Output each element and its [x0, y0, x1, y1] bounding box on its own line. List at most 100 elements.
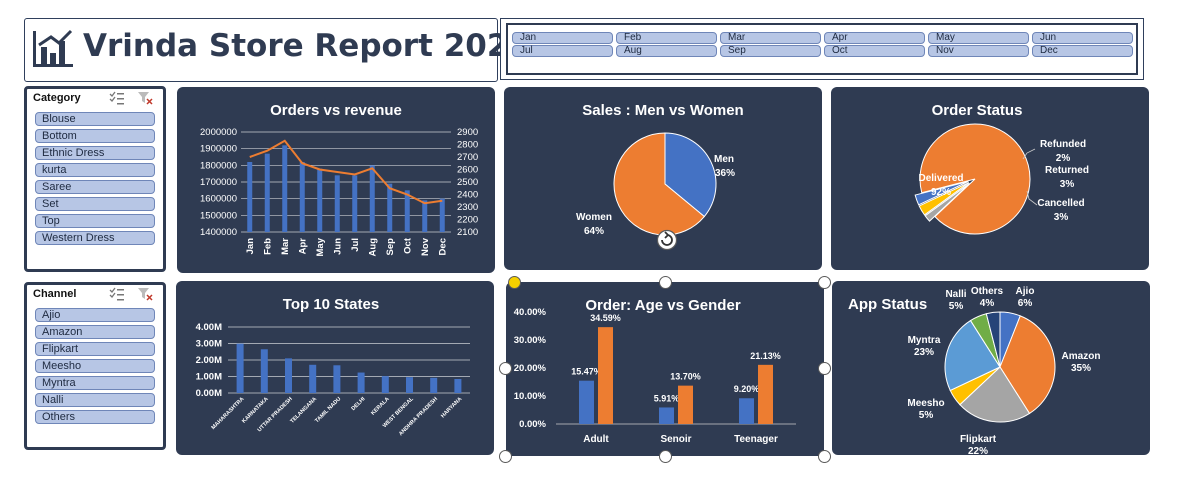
- rotate-handle[interactable]: [508, 276, 521, 289]
- month-button-aug[interactable]: Aug: [616, 45, 717, 57]
- month-button-jul[interactable]: Jul: [512, 45, 613, 57]
- x-tick-label: Apr: [297, 238, 308, 255]
- y-tick-label: 1900000: [200, 144, 237, 155]
- y-tick-label: 0.00M: [196, 388, 222, 399]
- resize-handle-top-right[interactable]: [818, 276, 831, 289]
- resize-handle-bottom[interactable]: [659, 450, 672, 463]
- data-label: 4%: [980, 298, 995, 309]
- category-item[interactable]: Western Dress: [35, 231, 155, 245]
- bar-orders: [247, 162, 253, 232]
- clear-filter-icon[interactable]: [137, 91, 153, 105]
- data-label: 2%: [1056, 153, 1071, 164]
- bar-series-a: [739, 398, 754, 424]
- legend-label: Refunded: [1040, 139, 1086, 150]
- y-tick-label: 40.00%: [514, 307, 547, 318]
- data-label: 34.59%: [590, 313, 621, 323]
- resize-handle-left[interactable]: [499, 362, 512, 375]
- category-item[interactable]: kurta: [35, 163, 155, 177]
- top-states-panel: Top 10 States 4.00M 3.00M 2.00M 1.00M 0.00M MA…: [176, 281, 494, 455]
- month-button-oct[interactable]: Oct: [824, 45, 925, 57]
- data-label: 92%: [931, 187, 951, 198]
- age-gender-chart: Order: Age vs Gender 40.00% 30.00% 20.00% 10…: [514, 297, 796, 445]
- bar-series-a: [659, 407, 674, 424]
- channel-item[interactable]: Ajio: [35, 308, 155, 322]
- y2-tick-label: 2700: [457, 152, 478, 163]
- legend-label: Women: [576, 212, 612, 223]
- page-title: Vrinda Store Report 2022: [83, 28, 530, 64]
- data-label: 23%: [914, 347, 934, 358]
- resize-handle-bottom-left[interactable]: [499, 450, 512, 463]
- bar-state: [309, 364, 317, 393]
- y2-tick-label: 2200: [457, 215, 478, 226]
- category-slicer: Category Blouse Bottom Ethnic Dress kurta Sa…: [24, 86, 166, 272]
- x-tick-label: Nov: [420, 237, 431, 256]
- y-tick-label: 2.00M: [196, 355, 222, 366]
- chart-logo-icon: [33, 29, 73, 67]
- data-label: 5%: [919, 410, 934, 421]
- data-label: 5.91%: [654, 393, 680, 403]
- bar-orders: [422, 200, 428, 232]
- resize-handle-right[interactable]: [818, 362, 831, 375]
- bar-orders: [387, 183, 393, 232]
- legend-label: Ajio: [1016, 286, 1035, 297]
- category-item[interactable]: Set: [35, 197, 155, 211]
- x-tick-label: KERALA: [370, 396, 390, 416]
- channel-item[interactable]: Nalli: [35, 393, 155, 407]
- category-item[interactable]: Bottom: [35, 129, 155, 143]
- chart-title: Order: Age vs Gender: [585, 297, 740, 314]
- month-button-dec[interactable]: Dec: [1032, 45, 1133, 57]
- y2-tick-label: 2500: [457, 177, 478, 188]
- resize-handle-top[interactable]: [659, 276, 672, 289]
- channel-item[interactable]: Amazon: [35, 325, 155, 339]
- resize-handle-bottom-right[interactable]: [818, 450, 831, 463]
- channel-slicer-title: Channel: [33, 288, 77, 300]
- channel-item[interactable]: Meesho: [35, 359, 155, 373]
- pie-slice-delivered: [919, 123, 1031, 235]
- legend-label: Amazon: [1062, 351, 1101, 362]
- bar-state: [236, 343, 244, 393]
- month-slicer: Jan Feb Mar Apr May Jun Jul Aug Sep Oct Nov Dec: [500, 18, 1144, 80]
- bar-state: [454, 378, 462, 393]
- channel-item[interactable]: Others: [35, 410, 155, 424]
- clear-filter-icon[interactable]: [137, 287, 153, 301]
- pie-slice-others: [985, 311, 1001, 368]
- x-tick-label: Feb: [262, 238, 273, 255]
- month-button-feb[interactable]: Feb: [616, 32, 717, 44]
- month-button-mar[interactable]: Mar: [720, 32, 821, 44]
- y-tick-label: 1800000: [200, 160, 237, 171]
- category-item[interactable]: Saree: [35, 180, 155, 194]
- multi-select-icon[interactable]: [109, 91, 125, 105]
- x-tick-label: Jan: [245, 238, 256, 255]
- month-slicer-grid: Jan Feb Mar Apr May Jun Jul Aug Sep Oct Nov Dec: [506, 23, 1138, 75]
- y-tick-label: 3.00M: [196, 339, 222, 350]
- month-button-jan[interactable]: Jan: [512, 32, 613, 44]
- category-item[interactable]: Ethnic Dress: [35, 146, 155, 160]
- y2-tick-label: 2100: [457, 227, 478, 238]
- multi-select-icon[interactable]: [109, 287, 125, 301]
- bar-state: [333, 365, 341, 393]
- month-button-may[interactable]: May: [928, 32, 1029, 44]
- order-status-chart: Order Status Delivered 92% Refunded 2%Return…: [914, 102, 1089, 235]
- pie-slice-myntra: [944, 319, 1001, 392]
- category-item[interactable]: Top: [35, 214, 155, 228]
- month-button-sep[interactable]: Sep: [720, 45, 821, 57]
- x-tick-label: Aug: [367, 238, 378, 257]
- bar-orders: [369, 165, 375, 232]
- month-button-apr[interactable]: Apr: [824, 32, 925, 44]
- x-tick-label: Teenager: [734, 434, 778, 445]
- channel-item[interactable]: Myntra: [35, 376, 155, 390]
- pie-slice-returned: [918, 182, 970, 216]
- month-button-jun[interactable]: Jun: [1032, 32, 1133, 44]
- month-button-nov[interactable]: Nov: [928, 45, 1029, 57]
- y-tick-label: 1.00M: [196, 372, 222, 383]
- orders-revenue-chart: Orders vs revenue 2000000 1900000 1800000 17…: [200, 102, 478, 257]
- channel-item[interactable]: Flipkart: [35, 342, 155, 356]
- bar-orders: [404, 190, 410, 232]
- y-tick-label: 20.00%: [514, 363, 547, 374]
- pie-slice-men: [664, 132, 717, 218]
- rotate-icon[interactable]: [656, 229, 678, 251]
- category-item[interactable]: Blouse: [35, 112, 155, 126]
- chart-title: Orders vs revenue: [270, 102, 402, 119]
- revenue-line: [249, 139, 443, 205]
